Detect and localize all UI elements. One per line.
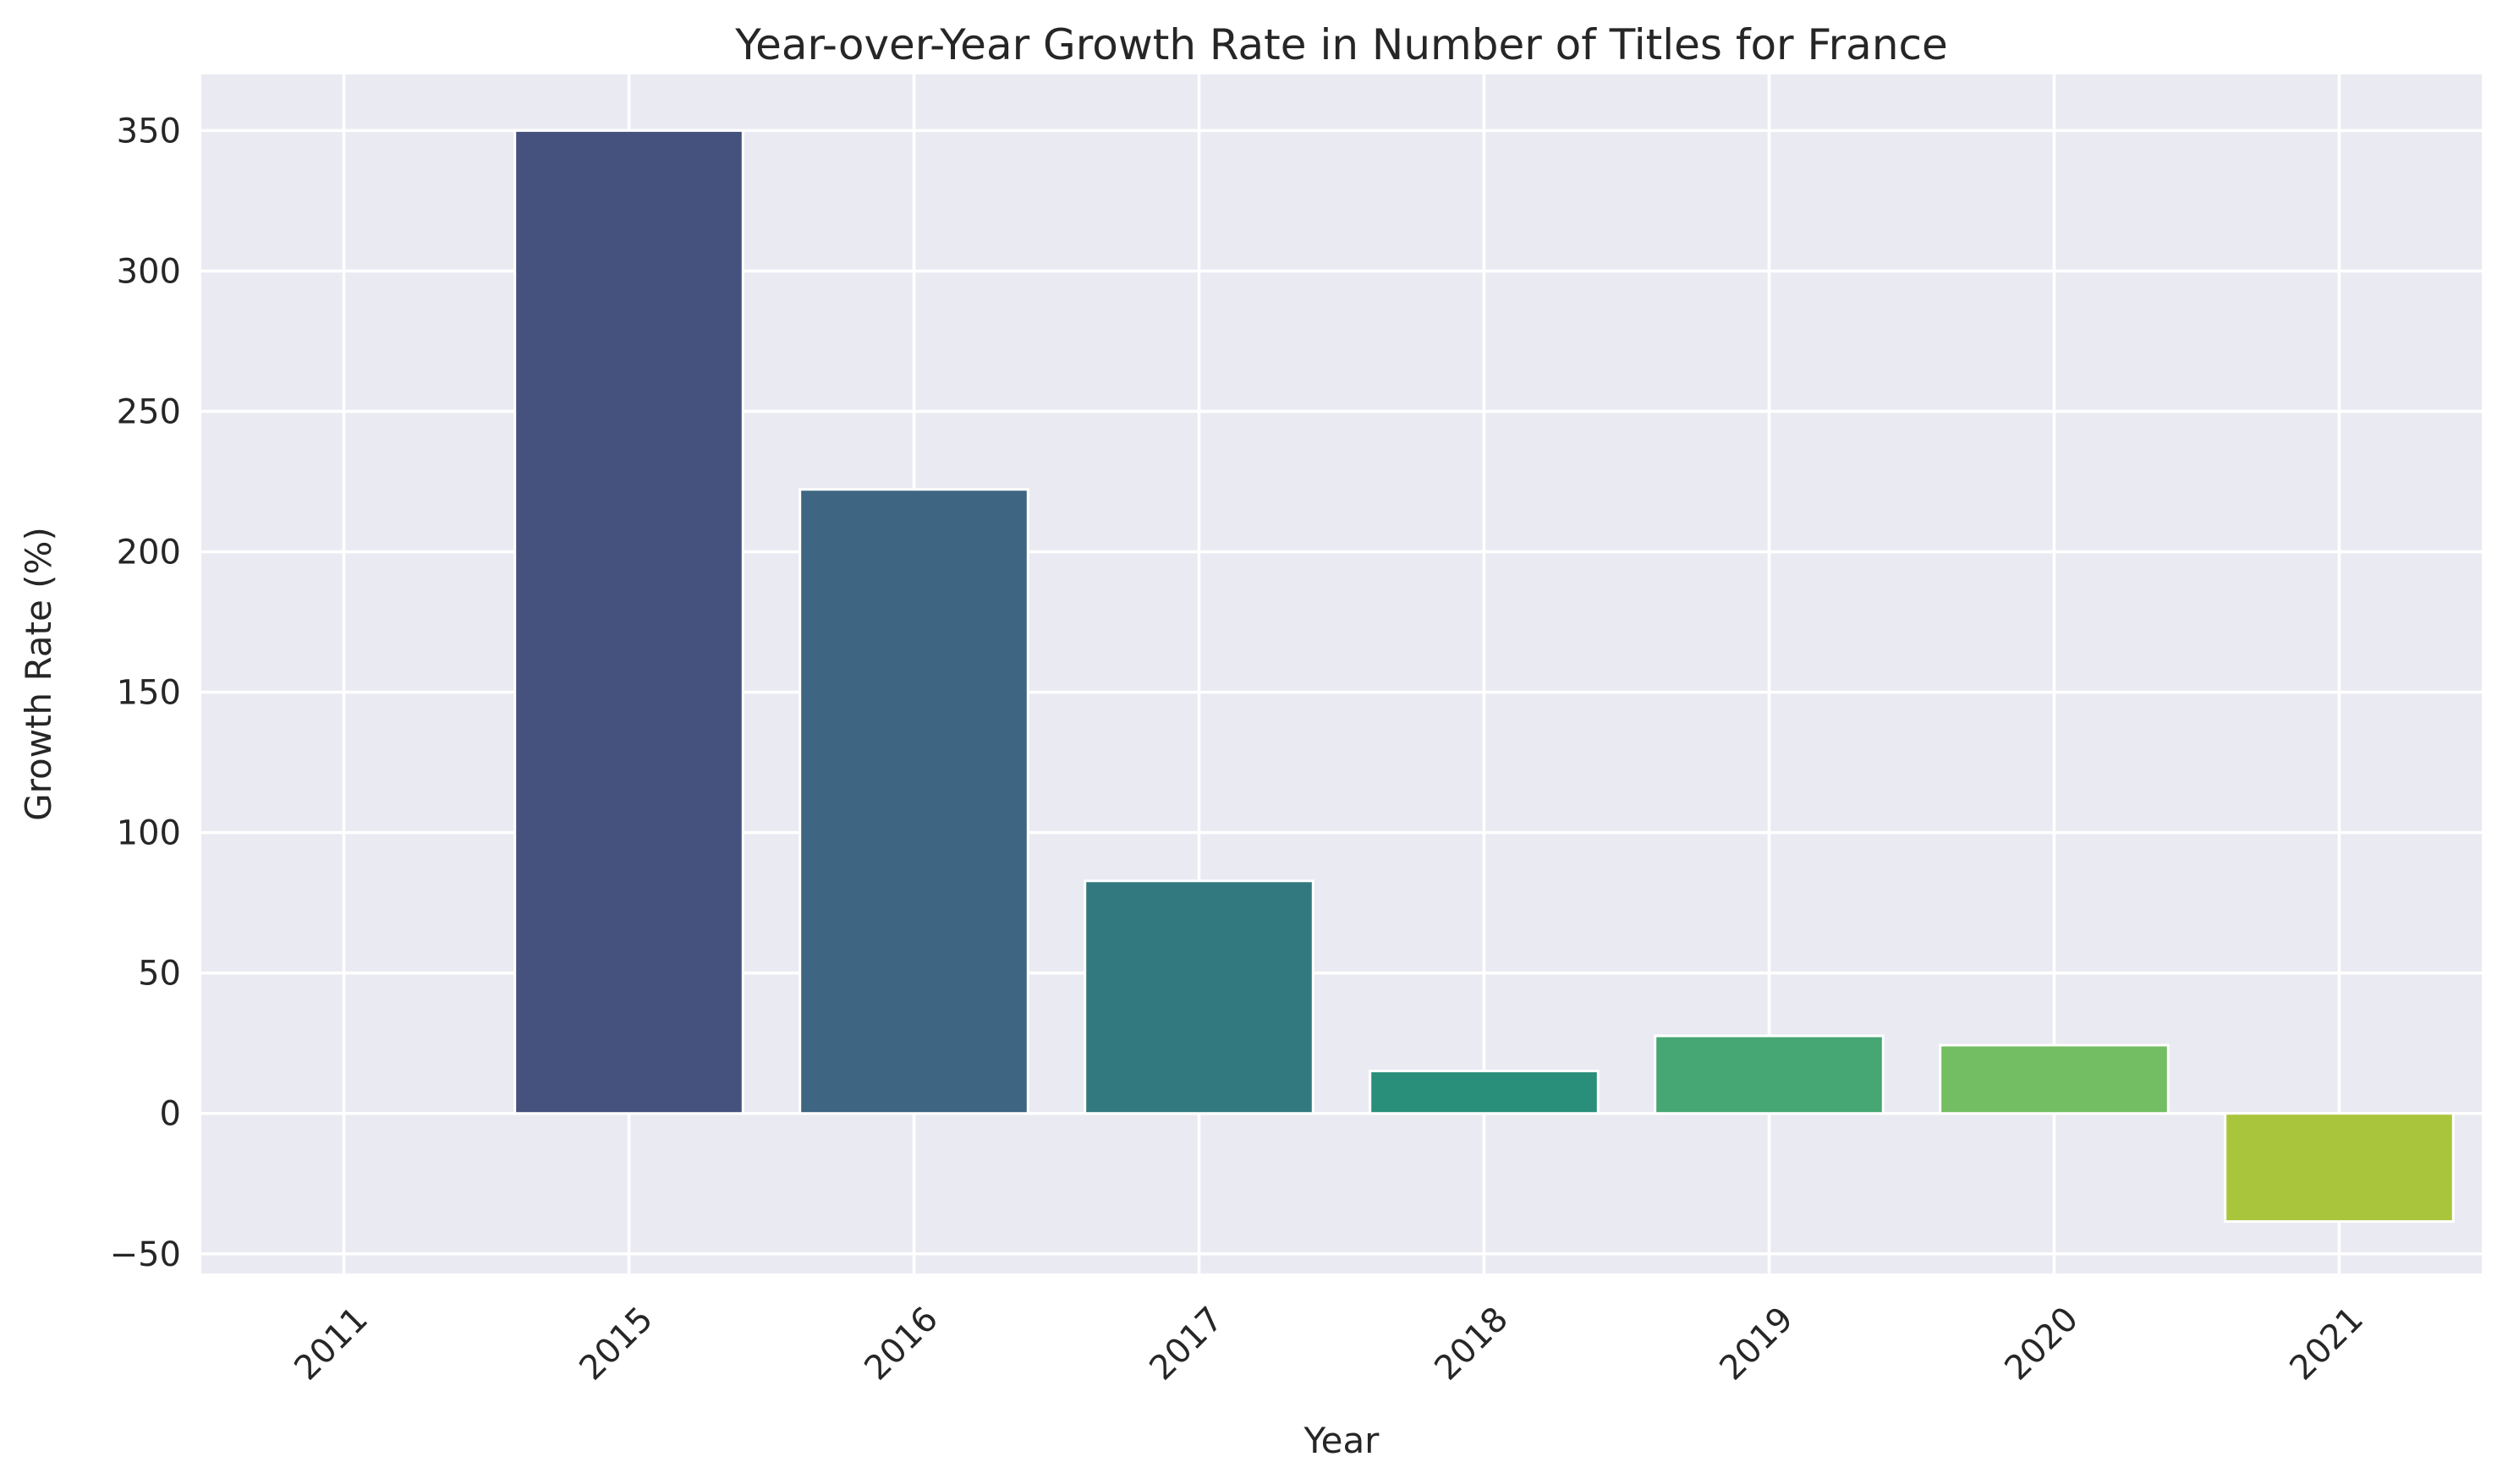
y-tick-label: 350 — [117, 112, 181, 151]
x-tick-label: 2011 — [287, 1300, 376, 1388]
y-tick-label: 150 — [117, 674, 181, 713]
bar-2017 — [1084, 879, 1314, 1115]
y-tick-labels: −50 0 50 100 150 200 250 300 350 — [110, 112, 181, 1273]
x-axis-label: Year — [1303, 1420, 1380, 1461]
y-tick-label: −50 — [110, 1235, 181, 1274]
y-tick-label: 250 — [117, 393, 181, 432]
x-tick-label: 2021 — [2282, 1300, 2371, 1388]
bar-2019 — [1654, 1034, 1885, 1115]
x-tick-label: 2015 — [572, 1300, 661, 1388]
y-tick-label: 200 — [117, 534, 181, 572]
x-tick-labels: 2011 2015 2016 2017 2018 2019 2020 2021 — [287, 1300, 2371, 1388]
x-tick-label: 2017 — [1142, 1300, 1231, 1388]
bar-2018 — [1369, 1070, 1600, 1115]
y-tick-label: 100 — [117, 814, 181, 853]
y-tick-label: 300 — [117, 252, 181, 291]
bar-2020 — [1939, 1043, 2170, 1115]
chart-title: Year-over-Year Growth Rate in Number of … — [734, 20, 1948, 69]
bar-2021 — [2224, 1112, 2455, 1224]
y-axis-label: Growth Rate (%) — [18, 527, 59, 821]
bars — [513, 129, 2455, 1224]
y-tick-label: 50 — [138, 955, 181, 994]
bar-2016 — [798, 488, 1029, 1115]
x-tick-label: 2018 — [1427, 1300, 1516, 1388]
y-tick-label: 0 — [160, 1095, 181, 1134]
x-tick-label: 2016 — [857, 1300, 946, 1388]
x-tick-label: 2020 — [1997, 1300, 2086, 1388]
bar-2015 — [513, 129, 744, 1115]
x-tick-label: 2019 — [1712, 1300, 1801, 1388]
